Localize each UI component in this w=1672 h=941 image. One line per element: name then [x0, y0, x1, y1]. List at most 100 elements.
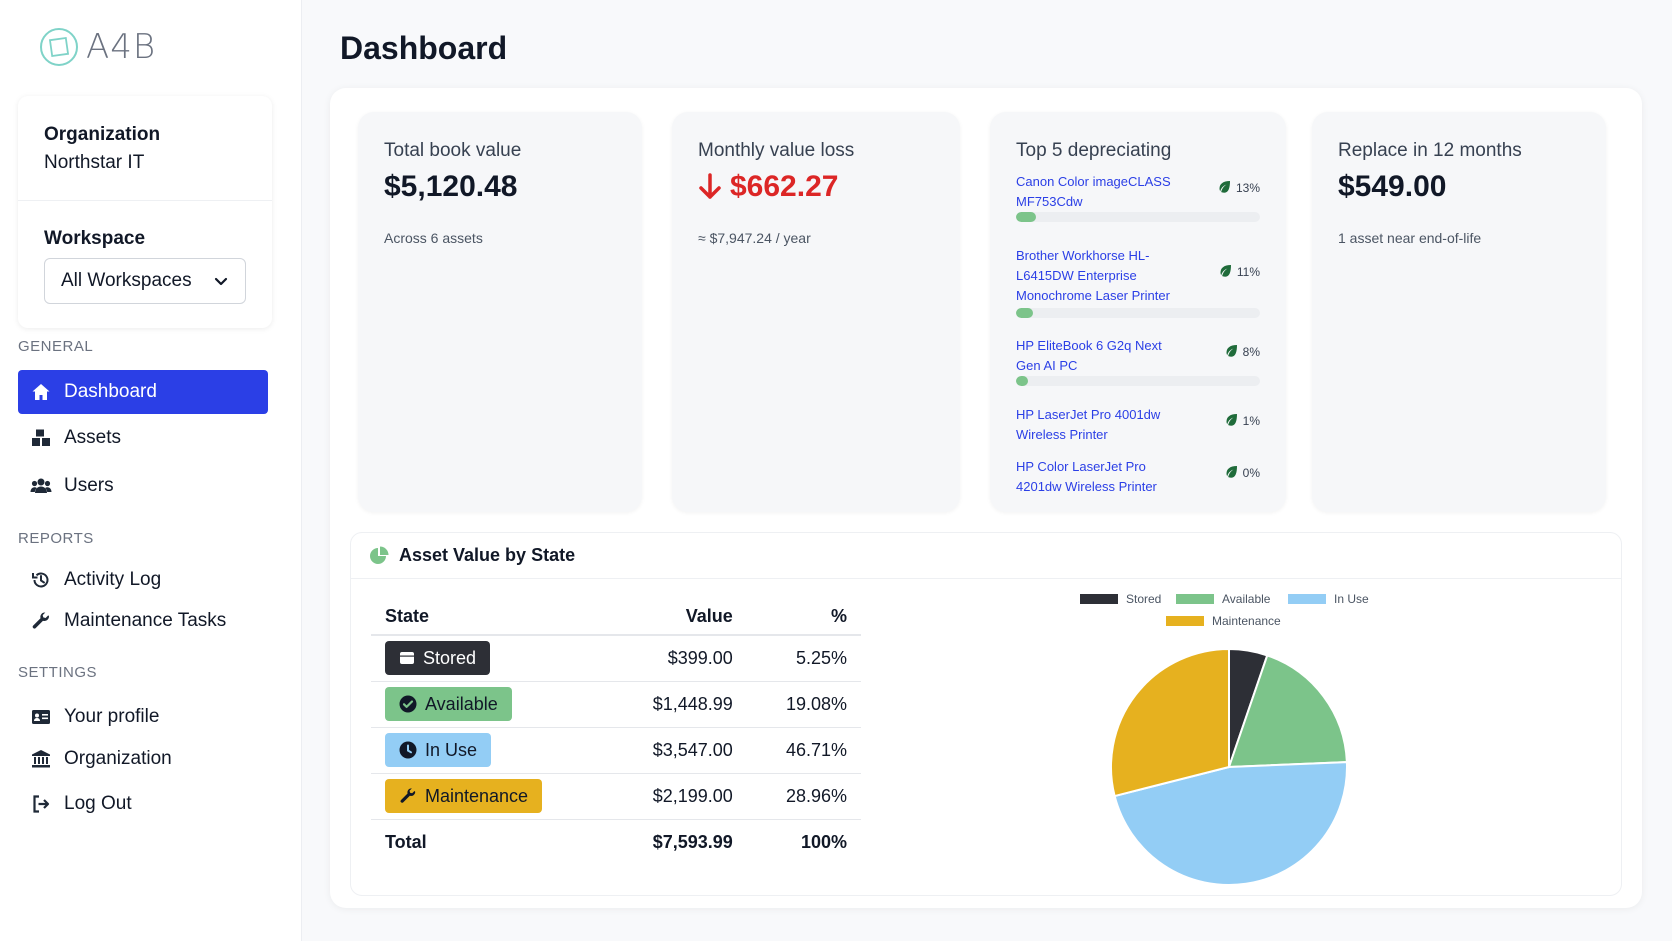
depreciating-item: Canon Color imageCLASS MF753Cdw 13%	[1016, 172, 1260, 222]
page-title: Dashboard	[340, 30, 508, 66]
state-label: In Use	[425, 739, 478, 760]
asset-value-by-state-card: Asset Value by State State Value % Store…	[350, 532, 1622, 896]
bank-icon	[30, 748, 52, 770]
table-row: In Use $3,547.00 46.71%	[371, 727, 861, 774]
sidebar-item-your-profile[interactable]: Your profile	[18, 695, 268, 739]
asset-link[interactable]: HP LaserJet Pro 4001dw Wireless Printer	[1016, 407, 1161, 442]
logo[interactable]: A4B	[38, 26, 156, 68]
sidebar-item-organization[interactable]: Organization	[18, 737, 268, 781]
check-circle-icon	[399, 695, 417, 713]
pie-slice-available[interactable]	[1227, 654, 1348, 769]
stat-card-monthly-loss: Monthly value loss $662.27 ≈ $7,947.24 /…	[672, 112, 960, 512]
workspace-select[interactable]: All Workspaces	[44, 258, 246, 304]
percent-text: 13%	[1235, 181, 1260, 195]
table-row: Stored $399.00 5.25%	[371, 635, 861, 682]
sidebar: A4B Organization Northstar IT Workspace …	[0, 0, 302, 941]
pie-slice-maintenance[interactable]	[1110, 647, 1230, 798]
legend-item-stored[interactable]: Stored	[1080, 592, 1161, 606]
boxes-icon	[30, 427, 52, 449]
table-total-row: Total $7,593.99 100%	[371, 819, 861, 865]
depreciating-item: HP LaserJet Pro 4001dw Wireless Printer 1…	[1016, 405, 1260, 445]
state-percent: 46.71%	[746, 727, 861, 774]
sidebar-item-label: Users	[64, 475, 114, 496]
state-table: State Value % Stored $399.00 5.25% Avail…	[371, 599, 861, 865]
stat-subtext: Across 6 assets	[384, 230, 483, 246]
sidebar-item-label: Your profile	[64, 706, 160, 727]
state-badge-available: Available	[385, 687, 512, 721]
org-value: Northstar IT	[44, 152, 145, 173]
legend-label: Stored	[1126, 592, 1162, 606]
stat-value-text: $662.27	[730, 170, 839, 203]
asset-link[interactable]: Brother Workhorse HL-L6415DW Enterprise …	[1016, 248, 1170, 303]
sidebar-item-label: Activity Log	[64, 569, 162, 590]
asset-link[interactable]: HP Color LaserJet Pro 4201dw Wireless Pr…	[1016, 459, 1157, 494]
state-value: $3,547.00	[608, 727, 747, 774]
wrench-icon	[30, 610, 52, 632]
sidebar-item-label: Log Out	[64, 793, 132, 814]
sidebar-item-label: Dashboard	[64, 381, 157, 402]
asset-link[interactable]: Canon Color imageCLASS MF753Cdw	[1016, 174, 1171, 209]
home-icon	[30, 381, 52, 403]
depreciation-percent: 1%	[1225, 413, 1260, 429]
logout-icon	[30, 793, 52, 815]
org-label: Organization	[44, 124, 161, 145]
column-header-percent: %	[746, 599, 861, 636]
depreciation-bar-fill	[1016, 308, 1033, 318]
legend-swatch	[1080, 594, 1118, 604]
sidebar-item-log-out[interactable]: Log Out	[18, 782, 268, 826]
state-value: $399.00	[608, 635, 747, 682]
chevron-down-icon	[214, 277, 228, 286]
legend-item-in-use[interactable]: In Use	[1288, 592, 1369, 606]
legend-swatch	[1288, 594, 1326, 604]
pie-chart-icon	[370, 546, 389, 564]
wrench-icon	[400, 788, 416, 803]
stat-value: $549.00	[1338, 170, 1447, 203]
stat-title: Replace in 12 months	[1338, 140, 1522, 161]
legend-swatch	[1176, 594, 1214, 604]
sidebar-item-activity-log[interactable]: Activity Log	[18, 558, 268, 602]
section-header: Asset Value by State	[351, 533, 1621, 579]
sidebar-item-label: Organization	[64, 748, 172, 769]
sidebar-item-users[interactable]: Users	[18, 464, 268, 508]
archive-icon	[400, 652, 414, 665]
stat-value: $662.27	[698, 170, 838, 204]
users-icon	[30, 475, 52, 497]
percent-text: 11%	[1236, 265, 1260, 279]
table-row: Maintenance $2,199.00 28.96%	[371, 773, 861, 820]
stat-title: Total book value	[384, 140, 522, 161]
total-label: Total	[385, 831, 427, 852]
org-card: Organization Northstar IT Workspace All …	[18, 96, 272, 328]
state-label: Available	[425, 693, 498, 714]
state-value: $2,199.00	[608, 773, 747, 820]
total-value: $7,593.99	[652, 831, 733, 852]
depreciation-percent: 8%	[1225, 344, 1260, 360]
state-label: Stored	[423, 647, 477, 668]
pie-slice-in-use[interactable]	[1113, 761, 1348, 886]
state-badge-stored: Stored	[385, 641, 491, 676]
legend-item-available[interactable]: Available	[1176, 592, 1270, 606]
legend-item-maintenance[interactable]: Maintenance	[1166, 614, 1281, 628]
leaf-icon	[1219, 264, 1232, 280]
section-reports: REPORTS	[18, 530, 94, 547]
legend-swatch	[1166, 616, 1204, 626]
arrow-down-icon	[699, 173, 721, 199]
depreciation-percent: 13%	[1218, 180, 1260, 196]
clock-icon	[399, 741, 417, 759]
sidebar-item-maintenance-tasks[interactable]: Maintenance Tasks	[18, 599, 268, 643]
state-badge-in-use: In Use	[385, 733, 492, 767]
state-percent: 28.96%	[746, 773, 861, 820]
asset-link[interactable]: HP EliteBook 6 G2q Next Gen AI PC	[1016, 338, 1162, 373]
depreciation-bar	[1016, 212, 1260, 222]
stat-card-replace: Replace in 12 months $549.00 1 asset nea…	[1312, 112, 1606, 512]
depreciating-item: HP EliteBook 6 G2q Next Gen AI PC 8%	[1016, 336, 1260, 386]
sidebar-item-dashboard[interactable]: Dashboard	[18, 370, 268, 414]
legend-label: Maintenance	[1212, 614, 1281, 628]
stat-value: $5,120.48	[384, 170, 518, 203]
state-percent: 19.08%	[746, 681, 861, 728]
total-percent: 100%	[800, 831, 847, 852]
leaf-icon	[1225, 413, 1238, 429]
logo-icon	[40, 28, 78, 66]
section-title: Asset Value by State	[399, 545, 576, 565]
workspace-value: All Workspaces	[61, 270, 192, 291]
sidebar-item-assets[interactable]: Assets	[18, 416, 268, 460]
